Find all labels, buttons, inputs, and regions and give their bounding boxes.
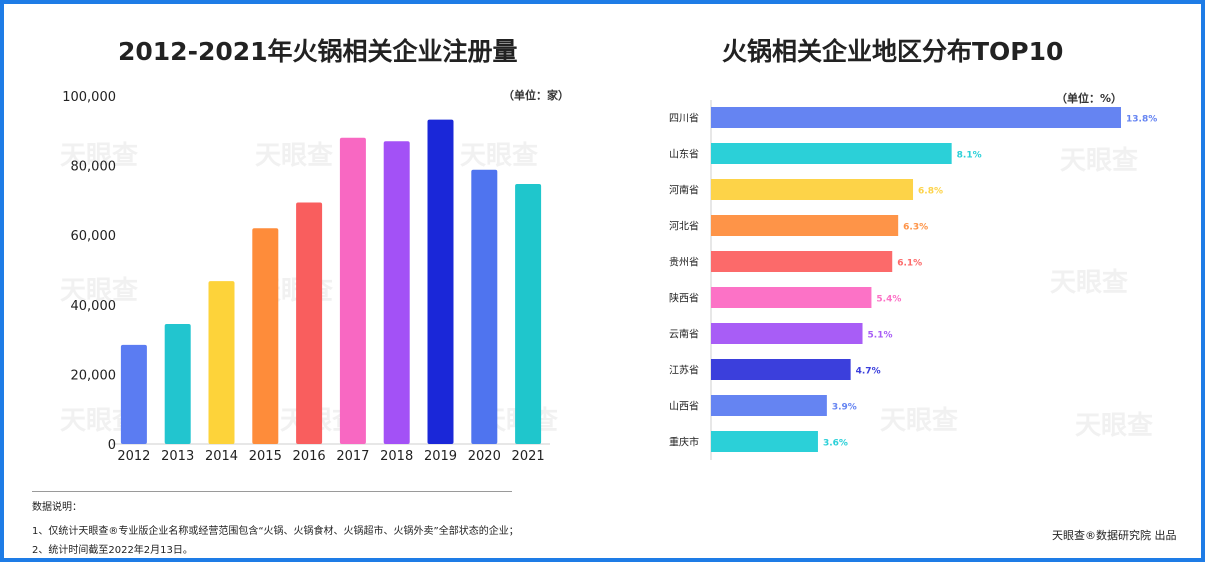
- bar-云南省: [711, 323, 863, 344]
- data-label: 13.8%: [1126, 115, 1157, 125]
- data-label: 3.6%: [823, 439, 848, 449]
- y-tick-label: 40,000: [71, 299, 117, 314]
- data-label: 8.1%: [957, 151, 982, 161]
- bar-2019: [427, 119, 454, 444]
- y-tick-label: 20,000: [71, 368, 117, 383]
- notes-title: 数据说明：: [32, 502, 82, 513]
- region-distribution-bar-chart: 四川省 13.8% 山东省 8.1% 河南省 6.8% 河北省 6.3% 贵州省 6.1% 陕西省 5…: [669, 100, 1157, 460]
- x-tick-label: 2018: [380, 449, 413, 464]
- category-label: 陕西省: [669, 292, 699, 305]
- data-label: 6.8%: [918, 187, 943, 197]
- bar-山西省: [711, 395, 827, 416]
- data-label: 6.1%: [897, 259, 922, 269]
- y-tick-label: 0: [108, 438, 116, 453]
- bar-2020: [471, 169, 498, 444]
- bar-河南省: [711, 179, 914, 200]
- bar-2013: [164, 323, 191, 444]
- data-label: 5.4%: [876, 295, 901, 305]
- bar-2021: [515, 184, 542, 444]
- data-label: 6.3%: [903, 223, 928, 233]
- right-chart-title: 火锅相关企业地区分布TOP10: [722, 37, 1064, 66]
- category-label: 江苏省: [669, 364, 699, 377]
- category-label: 四川省: [669, 112, 699, 125]
- bar-2018: [383, 141, 410, 445]
- bar-2016: [296, 202, 323, 444]
- x-tick-label: 2020: [468, 449, 501, 464]
- x-tick-label: 2021: [512, 449, 545, 464]
- credit-line: 天眼查®数据研究院 出品: [1052, 529, 1177, 542]
- bar-贵州省: [711, 251, 893, 272]
- x-tick-label: 2012: [117, 449, 150, 464]
- bar-河北省: [711, 215, 899, 236]
- bar-四川省: [711, 107, 1121, 128]
- x-tick-label: 2016: [293, 449, 326, 464]
- left-chart-unit-label: （单位：家）: [503, 89, 569, 102]
- bar-江苏省: [711, 359, 851, 380]
- bar-2015: [252, 228, 279, 444]
- data-label: 4.7%: [856, 367, 881, 377]
- bar-陕西省: [711, 287, 872, 308]
- notes-divider: [32, 491, 512, 492]
- data-label: 5.1%: [868, 331, 893, 341]
- category-label: 重庆市: [669, 436, 699, 449]
- bar-2017: [339, 137, 366, 444]
- category-label: 山东省: [669, 148, 699, 161]
- x-tick-label: 2015: [249, 449, 282, 464]
- y-tick-label: 100,000: [62, 90, 116, 105]
- bar-山东省: [711, 143, 952, 164]
- category-label: 贵州省: [669, 256, 699, 269]
- x-tick-label: 2017: [336, 449, 369, 464]
- note-line-1: 1、仅统计天眼查®专业版企业名称或经营范围包含“火锅、火锅食材、火锅超市、火锅外…: [32, 526, 519, 537]
- x-tick-label: 2019: [424, 449, 457, 464]
- y-tick-label: 60,000: [71, 229, 117, 244]
- y-tick-label: 80,000: [71, 160, 117, 175]
- right-chart-unit-label: （单位：%）: [1056, 92, 1123, 105]
- registrations-bar-chart: 0 20,000 40,000 60,000 80,000 100,000 2012 2013…: [62, 90, 550, 464]
- category-label: 山西省: [669, 400, 699, 413]
- note-line-2: 2、统计时间截至2022年2月13日。: [32, 545, 193, 556]
- category-label: 河南省: [669, 184, 699, 197]
- x-tick-label: 2014: [205, 449, 238, 464]
- bar-重庆市: [711, 431, 818, 452]
- category-label: 云南省: [669, 328, 699, 341]
- left-chart-title: 2012-2021年火锅相关企业注册量: [118, 37, 518, 66]
- bar-2014: [208, 281, 235, 444]
- bar-2012: [120, 344, 147, 444]
- category-label: 河北省: [669, 220, 699, 233]
- data-label: 3.9%: [832, 403, 857, 413]
- x-tick-label: 2013: [161, 449, 194, 464]
